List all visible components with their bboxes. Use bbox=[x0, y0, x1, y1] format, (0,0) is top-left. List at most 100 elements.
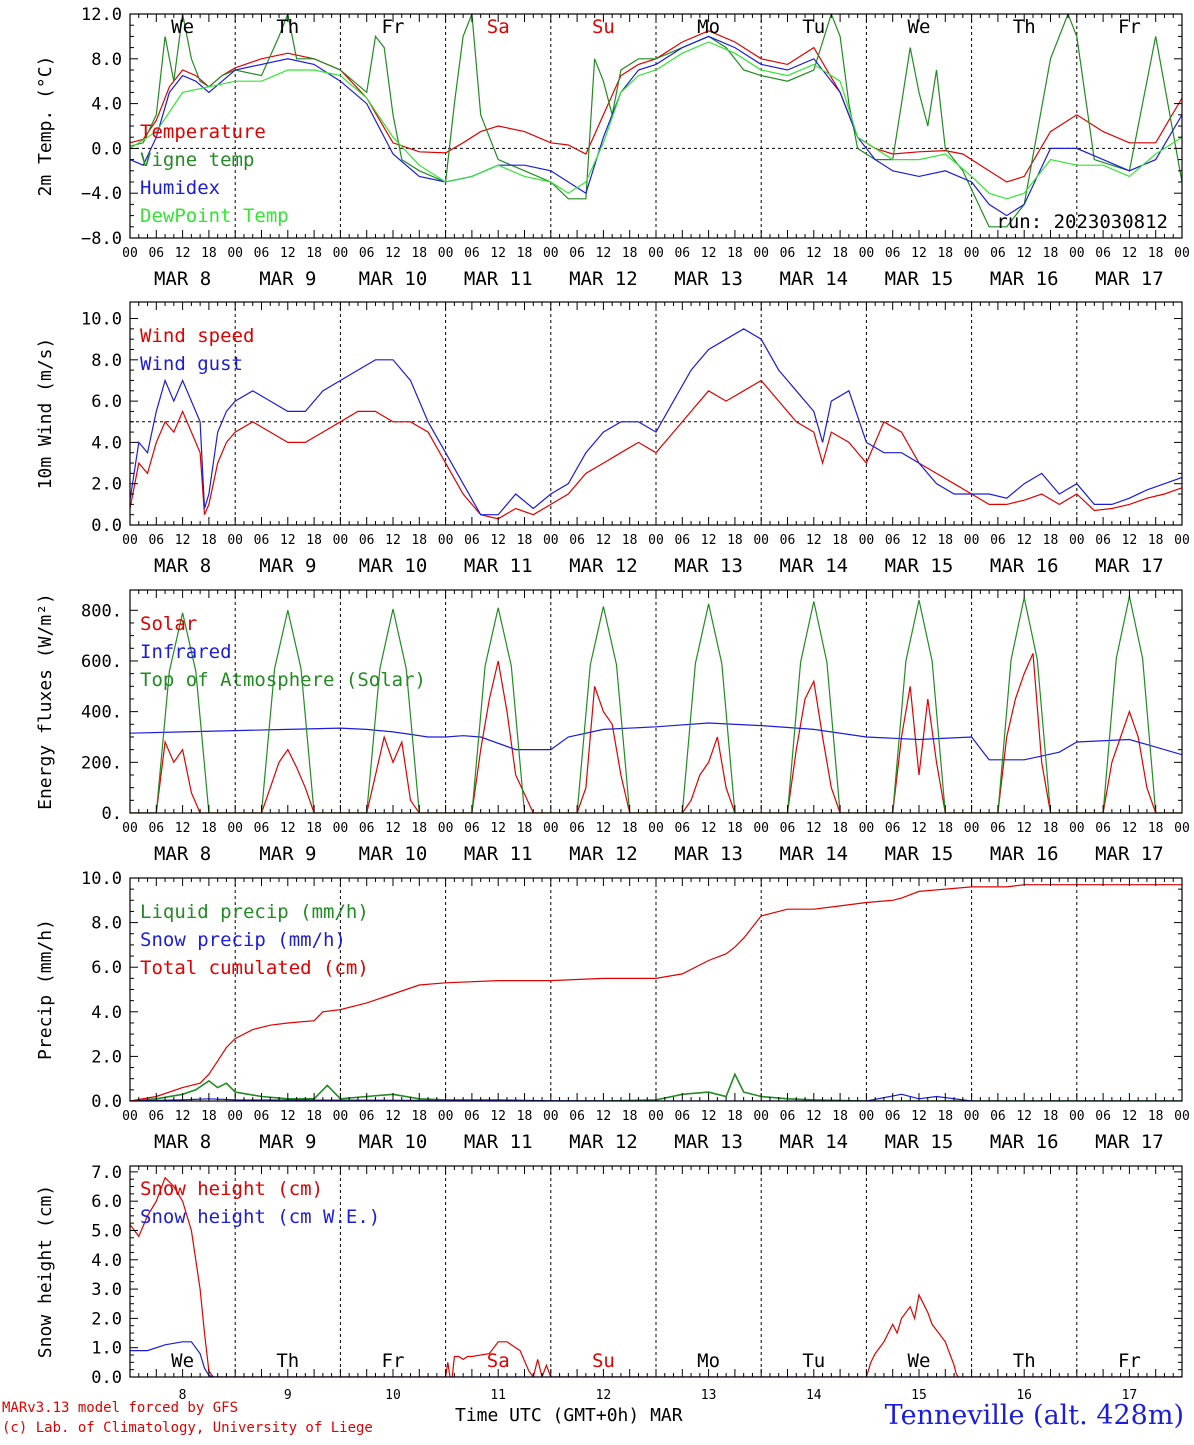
weekday-label: Th bbox=[276, 1350, 299, 1372]
x-date-label: MAR 12 bbox=[569, 843, 638, 865]
x-date-label: MAR 8 bbox=[154, 1131, 211, 1153]
y-tick-label: 8.0 bbox=[91, 50, 122, 70]
y-tick-label: 200. bbox=[81, 753, 122, 773]
x-hour-label: 12 bbox=[701, 533, 717, 548]
weekday-label: Sa bbox=[487, 1350, 510, 1372]
legend-entry: Temperature bbox=[140, 121, 266, 143]
x-date-label: MAR 9 bbox=[259, 1131, 316, 1153]
x-hour-label: 00 bbox=[1069, 821, 1085, 836]
legend-entry: Vigne temp bbox=[140, 149, 254, 171]
x-hour-label: 06 bbox=[569, 533, 585, 548]
x-date-label: MAR 13 bbox=[674, 843, 743, 865]
x-hour-label: 18 bbox=[306, 821, 322, 836]
y-tick-label: 0.0 bbox=[91, 1368, 122, 1388]
x-date-label: MAR 14 bbox=[779, 1131, 848, 1153]
x-day-number: 13 bbox=[701, 1388, 717, 1403]
x-axis-title-text: Time UTC (GMT+0h) bbox=[455, 1405, 640, 1426]
x-hour-label: 06 bbox=[780, 246, 796, 261]
x-hour-label: 12 bbox=[701, 1109, 717, 1124]
y-tick-label: 400. bbox=[81, 703, 122, 723]
y-tick-label: 7.0 bbox=[91, 1163, 122, 1183]
weekday-label: Tu bbox=[802, 1350, 825, 1372]
x-date-label: MAR 11 bbox=[464, 268, 533, 290]
y-tick-label: 0.0 bbox=[91, 516, 122, 536]
weekday-label: We bbox=[171, 1350, 194, 1372]
x-date-label: MAR 17 bbox=[1095, 555, 1164, 577]
x-hour-label: 00 bbox=[438, 1109, 454, 1124]
x-hour-label: 18 bbox=[201, 246, 217, 261]
x-date-label: MAR 14 bbox=[779, 555, 848, 577]
series-line-solar bbox=[130, 653, 1182, 813]
weekday-label: Th bbox=[276, 16, 299, 38]
x-hour-label: 06 bbox=[1095, 246, 1111, 261]
legend-entry: Total cumulated (cm) bbox=[140, 957, 369, 979]
x-day-number: 16 bbox=[1016, 1388, 1032, 1403]
x-hour-label: 00 bbox=[1174, 246, 1190, 261]
x-day-number: 17 bbox=[1122, 1388, 1138, 1403]
x-hour-label: 18 bbox=[517, 533, 533, 548]
x-hour-label: 00 bbox=[122, 533, 138, 548]
y-tick-label: 12.0 bbox=[81, 5, 122, 25]
x-hour-label: 12 bbox=[385, 1109, 401, 1124]
x-hour-label: 12 bbox=[280, 246, 296, 261]
x-hour-label: 18 bbox=[937, 1109, 953, 1124]
x-hour-label: 18 bbox=[201, 1109, 217, 1124]
x-hour-label: 00 bbox=[227, 246, 243, 261]
x-hour-label: 00 bbox=[648, 246, 664, 261]
x-hour-label: 00 bbox=[1174, 1109, 1190, 1124]
x-date-label: MAR 11 bbox=[464, 843, 533, 865]
series-line-infrared bbox=[130, 722, 1182, 761]
x-hour-label: 12 bbox=[806, 246, 822, 261]
x-date-label: MAR 12 bbox=[569, 1131, 638, 1153]
x-hour-label: 00 bbox=[859, 246, 875, 261]
x-day-number: 12 bbox=[596, 1388, 612, 1403]
x-hour-label: 06 bbox=[990, 533, 1006, 548]
x-hour-label: 00 bbox=[333, 533, 349, 548]
x-hour-label: 12 bbox=[280, 1109, 296, 1124]
y-tick-label: 4.0 bbox=[91, 1003, 122, 1023]
x-hour-label: 00 bbox=[438, 246, 454, 261]
x-hour-label: 00 bbox=[648, 533, 664, 548]
x-hour-label: 12 bbox=[596, 533, 612, 548]
y-tick-label: 0.0 bbox=[91, 1092, 122, 1112]
x-date-label: MAR 13 bbox=[674, 1131, 743, 1153]
x-hour-label: 12 bbox=[490, 533, 506, 548]
weekday-label: Mo bbox=[697, 1350, 720, 1372]
x-day-number: 15 bbox=[911, 1388, 927, 1403]
y-tick-label: 10.0 bbox=[81, 869, 122, 889]
x-hour-label: 06 bbox=[148, 1109, 164, 1124]
x-hour-label: 18 bbox=[832, 246, 848, 261]
weekday-label: Fr bbox=[1118, 1350, 1141, 1372]
x-hour-label: 00 bbox=[122, 1109, 138, 1124]
x-hour-label: 12 bbox=[911, 246, 927, 261]
x-hour-label: 12 bbox=[280, 821, 296, 836]
weekday-label: Fr bbox=[382, 16, 405, 38]
y-tick-label: 6.0 bbox=[91, 392, 122, 412]
x-date-label: MAR 9 bbox=[259, 843, 316, 865]
x-hour-label: 18 bbox=[1148, 246, 1164, 261]
x-hour-label: 18 bbox=[306, 533, 322, 548]
x-hour-label: 18 bbox=[937, 821, 953, 836]
x-date-label: MAR 10 bbox=[359, 555, 428, 577]
x-hour-label: 06 bbox=[148, 246, 164, 261]
y-tick-label: 3.0 bbox=[91, 1280, 122, 1300]
legend-entry: Liquid precip (mm/h) bbox=[140, 901, 369, 923]
x-hour-label: 00 bbox=[648, 821, 664, 836]
x-hour-label: 12 bbox=[1122, 1109, 1138, 1124]
x-hour-label: 12 bbox=[596, 246, 612, 261]
series-line-total-cumulated-cm- bbox=[130, 884, 1182, 1101]
x-hour-label: 18 bbox=[411, 821, 427, 836]
x-hour-label: 00 bbox=[1174, 821, 1190, 836]
x-hour-label: 12 bbox=[490, 246, 506, 261]
x-date-label: MAR 10 bbox=[359, 1131, 428, 1153]
x-hour-label: 00 bbox=[543, 821, 559, 836]
credit-line-2: (c) Lab. of Climatology, University of L… bbox=[2, 1420, 373, 1436]
x-hour-label: 18 bbox=[411, 246, 427, 261]
weekday-label: Tu bbox=[802, 16, 825, 38]
x-hour-label: 00 bbox=[1069, 1109, 1085, 1124]
y-tick-label: 800. bbox=[81, 601, 122, 621]
x-hour-label: 12 bbox=[701, 246, 717, 261]
series-line-top-of-atmosphere-solar- bbox=[130, 596, 1182, 813]
x-hour-label: 06 bbox=[254, 246, 270, 261]
x-hour-label: 06 bbox=[464, 246, 480, 261]
